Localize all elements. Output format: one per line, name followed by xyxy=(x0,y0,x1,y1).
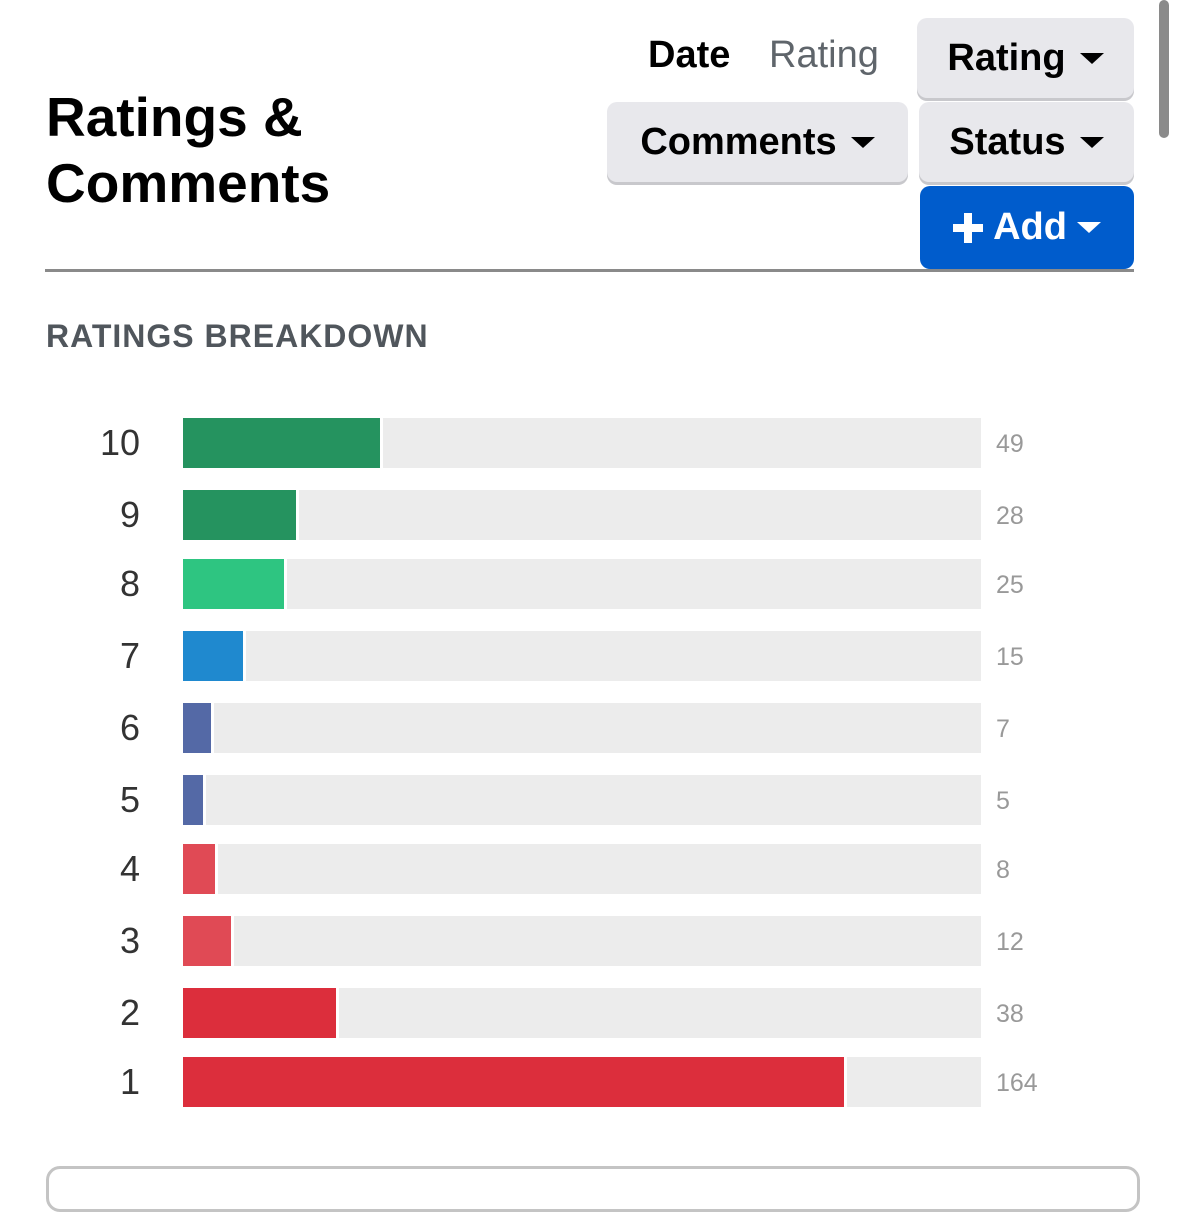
bar-fill xyxy=(183,490,299,540)
rating-count: 15 xyxy=(996,643,1024,671)
rating-count: 28 xyxy=(996,502,1024,530)
rating-label: 3 xyxy=(119,920,140,961)
status-filter-button[interactable]: Status xyxy=(919,102,1134,182)
bar-track xyxy=(183,916,981,966)
comments-filter-button[interactable]: Comments xyxy=(607,102,908,182)
rating-row[interactable]: 9 28 xyxy=(0,490,1179,540)
rating-row[interactable]: 10 49 xyxy=(0,418,1179,468)
bar-fill xyxy=(183,1057,847,1107)
sort-date[interactable]: Date xyxy=(648,34,731,76)
bar-fill xyxy=(183,418,384,468)
bar-track xyxy=(183,703,981,753)
rating-row[interactable]: 7 15 xyxy=(0,631,1179,681)
bar-track xyxy=(183,631,981,681)
rating-row[interactable]: 1 164 xyxy=(0,1057,1179,1107)
bar-track xyxy=(183,775,981,825)
bar-fill xyxy=(183,775,207,825)
rating-label: 6 xyxy=(119,707,140,748)
page-title: Ratings & Comments xyxy=(46,86,331,214)
caret-down-icon xyxy=(1079,136,1104,148)
rating-label: 2 xyxy=(119,992,140,1033)
caret-down-icon xyxy=(850,136,875,148)
rating-label: 5 xyxy=(119,779,140,820)
rating-count: 25 xyxy=(996,571,1024,599)
rating-row[interactable]: 8 25 xyxy=(0,559,1179,609)
caret-down-icon xyxy=(1079,52,1104,64)
rating-count: 5 xyxy=(996,787,1010,815)
bar-fill xyxy=(183,916,235,966)
rating-count: 49 xyxy=(996,430,1024,458)
rating-count: 164 xyxy=(996,1069,1038,1097)
bar-fill xyxy=(183,559,287,609)
bar-fill xyxy=(183,988,340,1038)
rating-count: 12 xyxy=(996,928,1024,956)
bar-track xyxy=(183,559,981,609)
bar-fill xyxy=(183,631,247,681)
bar-fill xyxy=(183,844,219,894)
add-button[interactable]: Add xyxy=(920,186,1134,269)
rating-label: 4 xyxy=(119,848,140,889)
rating-label: 10 xyxy=(99,422,140,463)
add-label: Add xyxy=(993,206,1067,248)
bar-track xyxy=(183,988,981,1038)
bar-track xyxy=(183,1057,981,1107)
bar-track xyxy=(183,418,981,468)
bar-track xyxy=(183,844,981,894)
rating-label: 7 xyxy=(119,635,140,676)
caret-down-icon xyxy=(1076,222,1101,233)
rating-label: 9 xyxy=(119,494,140,535)
scrollbar[interactable] xyxy=(1159,0,1169,138)
bar-track xyxy=(183,490,981,540)
rating-label: 8 xyxy=(119,563,140,604)
comment-card xyxy=(46,1166,1140,1212)
rating-filter-button[interactable]: Rating xyxy=(917,18,1134,98)
rating-row[interactable]: 2 38 xyxy=(0,988,1179,1038)
plus-icon xyxy=(953,212,984,243)
rating-filter-label: Rating xyxy=(947,36,1066,79)
rating-row[interactable]: 3 12 xyxy=(0,916,1179,966)
status-filter-label: Status xyxy=(949,120,1066,163)
rating-count: 7 xyxy=(996,715,1010,743)
sort-rating[interactable]: Rating xyxy=(769,34,879,76)
rating-count: 38 xyxy=(996,1000,1024,1028)
header-divider xyxy=(45,269,1134,272)
ratings-breakdown-heading: RATINGS BREAKDOWN xyxy=(46,318,429,354)
rating-label: 1 xyxy=(119,1061,140,1102)
bar-fill xyxy=(183,703,215,753)
rating-count: 8 xyxy=(996,856,1010,884)
comments-filter-label: Comments xyxy=(640,120,837,163)
